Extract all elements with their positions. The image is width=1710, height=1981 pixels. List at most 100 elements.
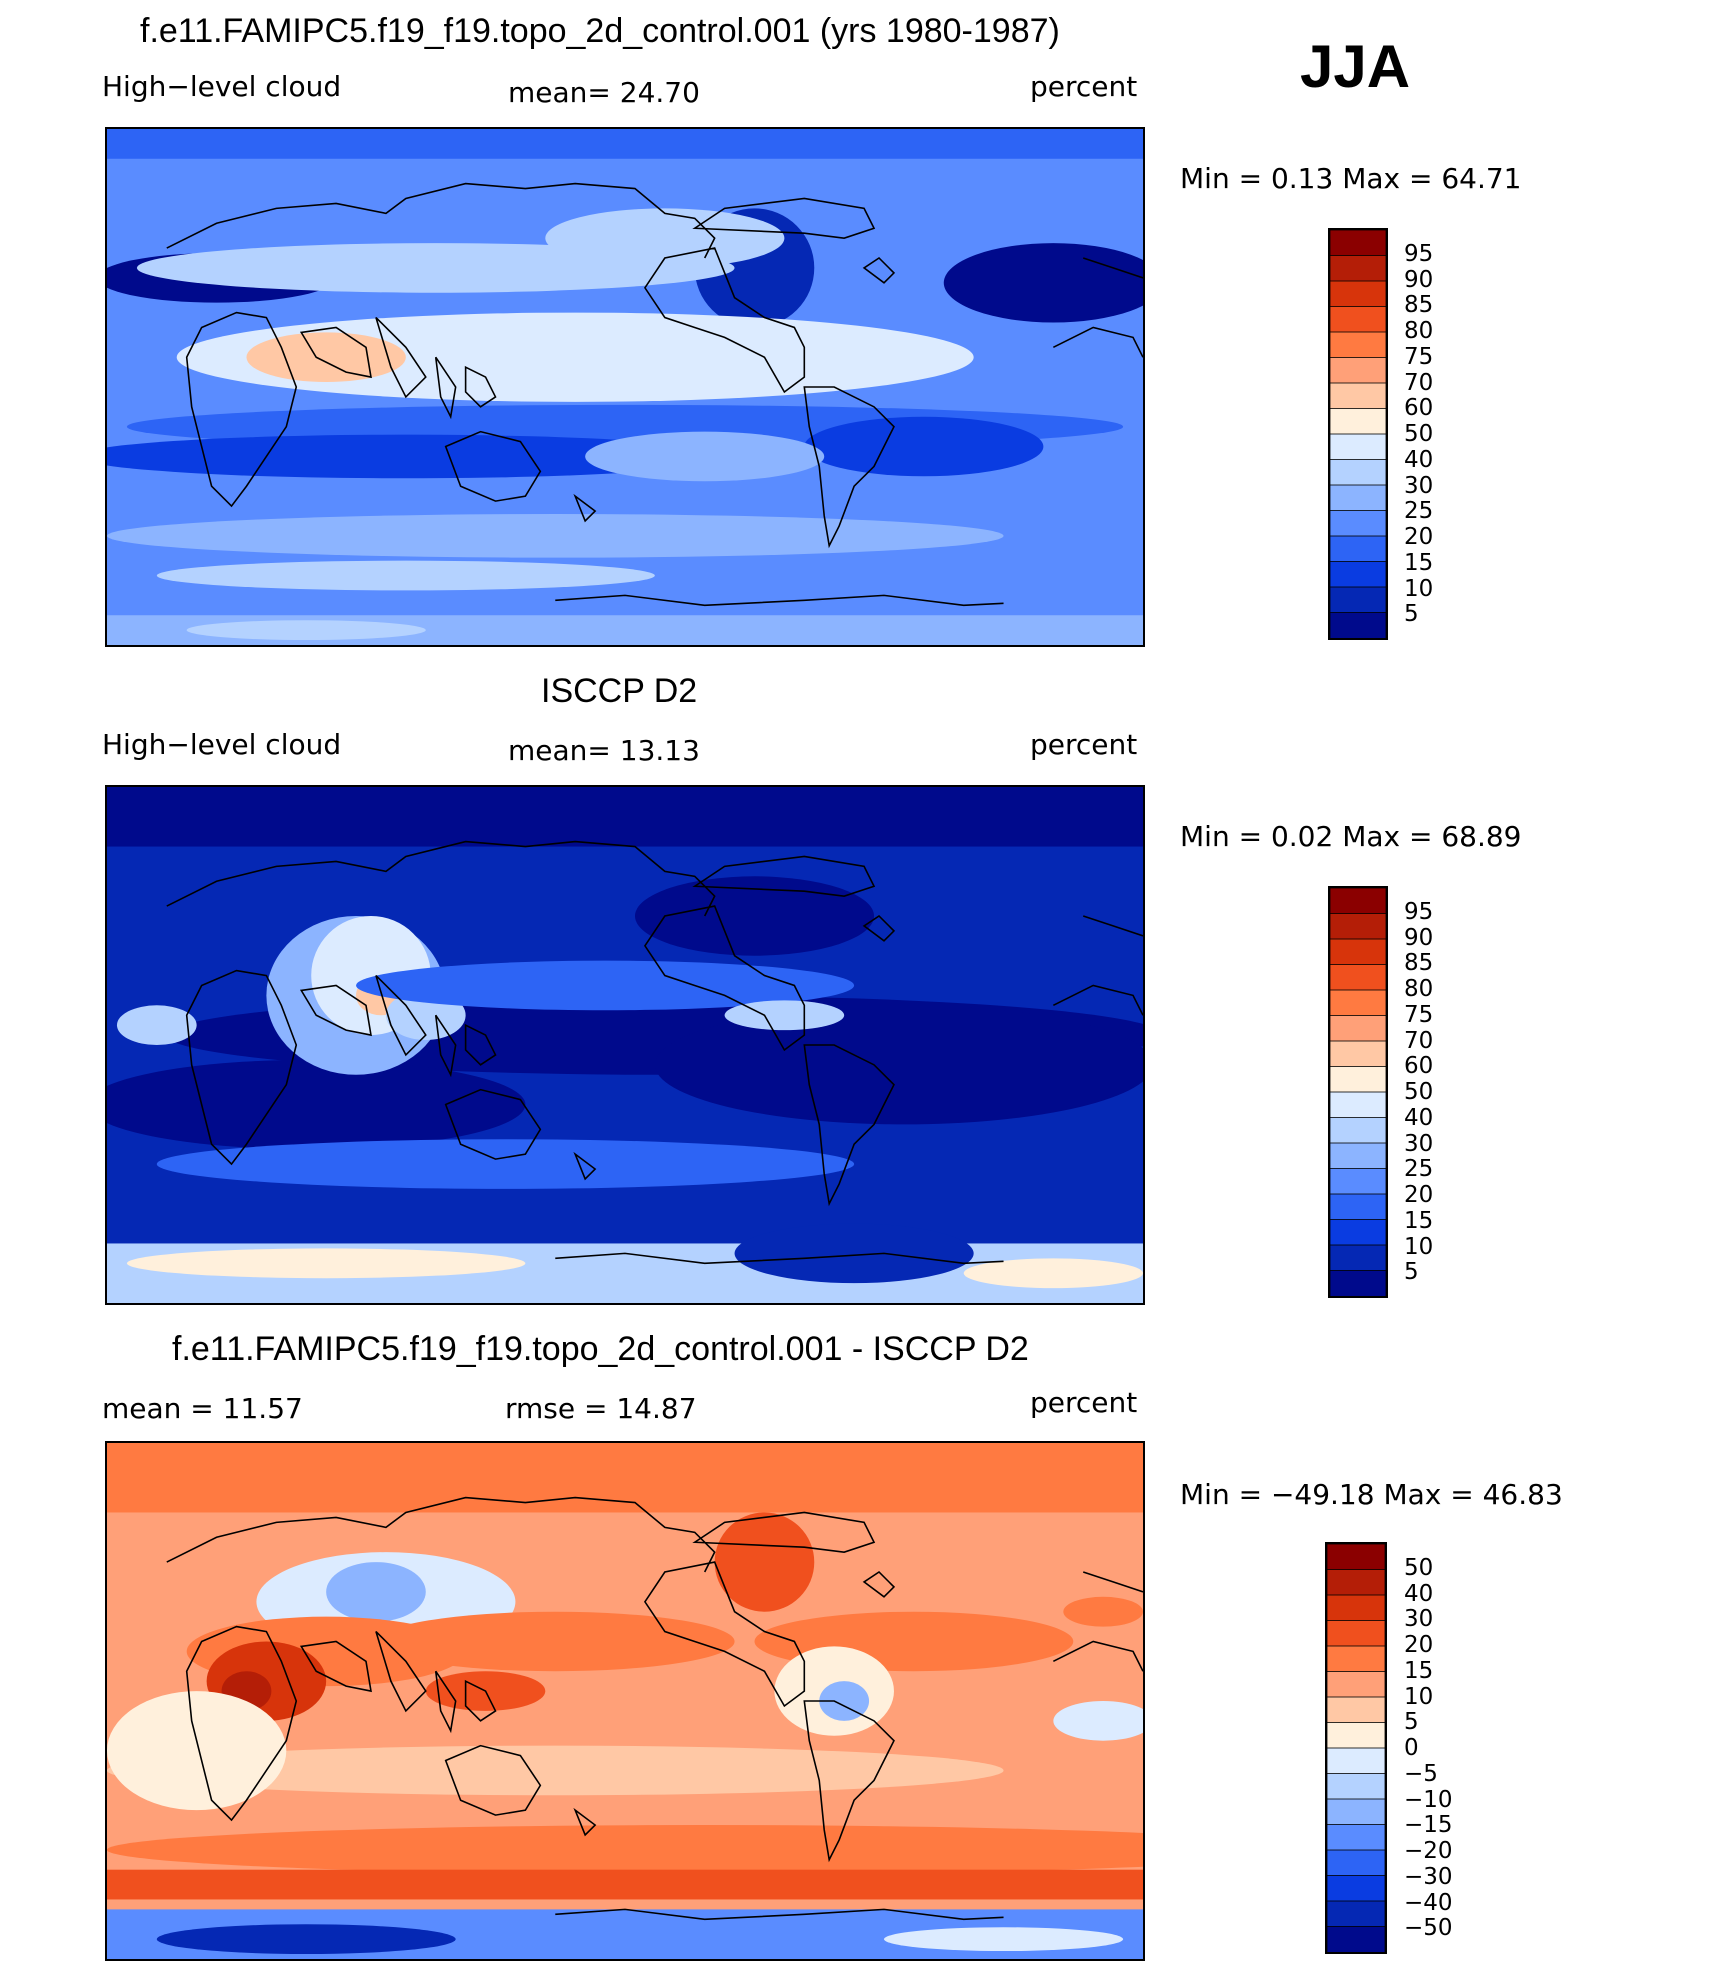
colorbar-swatch bbox=[1327, 1773, 1385, 1800]
colorbar-swatch bbox=[1327, 1926, 1385, 1952]
panel1-colorbar-ticks: 95 90 85 80 75 70 60 50 40 30 25 20 15 10 5 bbox=[1404, 228, 1464, 640]
colorbar-swatch bbox=[1330, 459, 1386, 486]
colorbar-swatch bbox=[1330, 331, 1386, 359]
colorbar-swatch bbox=[1330, 306, 1386, 333]
colorbar-tick-label: 15 bbox=[1404, 1207, 1434, 1234]
colorbar-tick-label: 95 bbox=[1404, 240, 1434, 267]
colorbar-tick-label: 85 bbox=[1404, 292, 1434, 319]
panel2-mean: mean= 13.13 bbox=[508, 734, 700, 767]
panel2-units: percent bbox=[1030, 728, 1138, 761]
colorbar-swatch bbox=[1330, 357, 1386, 384]
colorbar-swatch bbox=[1330, 989, 1386, 1017]
colorbar-swatch bbox=[1327, 1875, 1385, 1902]
colorbar-tick-label: 90 bbox=[1404, 266, 1434, 293]
panel1-mean: mean= 24.70 bbox=[508, 76, 700, 109]
panel3-title: f.e11.FAMIPC5.f19_f19.topo_2d_control.00… bbox=[172, 1330, 1029, 1368]
colorbar-tick-label: −5 bbox=[1404, 1760, 1438, 1787]
colorbar-swatch bbox=[1330, 1244, 1386, 1272]
panel3-colorbar-ticks: 50 40 30 20 15 10 5 0 −5 −10 −15 −20 −30 −40 −50 bbox=[1404, 1542, 1474, 1954]
colorbar-tick-label: 30 bbox=[1404, 472, 1434, 499]
season-label: JJA bbox=[1300, 33, 1411, 100]
colorbar-swatch bbox=[1330, 1142, 1386, 1170]
colorbar-tick-label: −40 bbox=[1404, 1889, 1453, 1916]
colorbar-swatch bbox=[1330, 484, 1386, 512]
colorbar-swatch bbox=[1330, 1270, 1386, 1296]
colorbar-tick-label: 40 bbox=[1404, 446, 1434, 473]
colorbar-swatch bbox=[1327, 1645, 1385, 1673]
colorbar-tick-label: 25 bbox=[1404, 498, 1434, 525]
panel2-minmax: Min = 0.02 Max = 68.89 bbox=[1180, 820, 1522, 853]
colorbar-swatch bbox=[1327, 1671, 1385, 1698]
colorbar-tick-label: 75 bbox=[1404, 1001, 1434, 1028]
colorbar-swatch bbox=[1330, 1040, 1386, 1068]
colorbar-swatch bbox=[1327, 1824, 1385, 1851]
colorbar-swatch bbox=[1330, 1117, 1386, 1144]
colorbar-swatch bbox=[1327, 1594, 1385, 1622]
colorbar-tick-label: 50 bbox=[1404, 421, 1434, 447]
colorbar-swatch bbox=[1327, 1798, 1385, 1826]
colorbar-tick-label: −20 bbox=[1404, 1838, 1453, 1864]
panel1-title: f.e11.FAMIPC5.f19_f19.topo_2d_control.00… bbox=[140, 12, 1060, 50]
colorbar-tick-label: 40 bbox=[1404, 1104, 1434, 1131]
colorbar-swatch bbox=[1330, 1219, 1386, 1246]
colorbar-tick-label: 5 bbox=[1404, 1709, 1419, 1736]
colorbar-swatch bbox=[1330, 586, 1386, 614]
panel1-colorbar bbox=[1328, 228, 1388, 640]
colorbar-swatch bbox=[1327, 1747, 1385, 1775]
colorbar-swatch bbox=[1327, 1849, 1385, 1877]
colorbar-tick-label: −10 bbox=[1404, 1786, 1453, 1813]
colorbar-swatch bbox=[1330, 561, 1386, 588]
panel2-colorbar-ticks: 95 90 85 80 75 70 60 50 40 30 25 20 15 10 5 bbox=[1404, 886, 1464, 1298]
colorbar-swatch bbox=[1330, 938, 1386, 966]
colorbar-tick-label: 50 bbox=[1404, 1079, 1434, 1105]
colorbar-tick-label: 60 bbox=[1404, 395, 1434, 422]
panel3-colorbar bbox=[1325, 1542, 1387, 1954]
panel2-title: ISCCP D2 bbox=[541, 672, 698, 710]
colorbar-swatch bbox=[1327, 1696, 1385, 1724]
colorbar-swatch bbox=[1330, 255, 1386, 282]
colorbar-tick-label: 0 bbox=[1404, 1735, 1419, 1761]
colorbar-swatch bbox=[1330, 612, 1386, 638]
panel2-map bbox=[105, 785, 1145, 1305]
colorbar-tick-label: 40 bbox=[1404, 1580, 1434, 1607]
colorbar-swatch bbox=[1330, 433, 1386, 461]
colorbar-swatch bbox=[1330, 1168, 1386, 1195]
colorbar-tick-label: 70 bbox=[1404, 369, 1434, 396]
colorbar-swatch bbox=[1330, 1066, 1386, 1093]
colorbar-swatch bbox=[1330, 535, 1386, 563]
colorbar-tick-label: 15 bbox=[1404, 549, 1434, 576]
colorbar-swatch bbox=[1327, 1900, 1385, 1928]
colorbar-tick-label: 80 bbox=[1404, 976, 1434, 1002]
panel1-units: percent bbox=[1030, 70, 1138, 103]
colorbar-tick-label: 20 bbox=[1404, 524, 1434, 550]
colorbar-tick-label: 60 bbox=[1404, 1053, 1434, 1080]
colorbar-tick-label: 30 bbox=[1404, 1606, 1434, 1633]
colorbar-tick-label: 5 bbox=[1404, 601, 1419, 628]
colorbar-swatch bbox=[1330, 1091, 1386, 1119]
panel3-units: percent bbox=[1030, 1386, 1138, 1419]
colorbar-tick-label: 95 bbox=[1404, 898, 1434, 925]
colorbar-tick-label: 5 bbox=[1404, 1259, 1419, 1286]
panel1-minmax: Min = 0.13 Max = 64.71 bbox=[1180, 162, 1522, 195]
colorbar-tick-label: 10 bbox=[1404, 1683, 1434, 1710]
panel3-mean: mean = 11.57 bbox=[102, 1392, 303, 1425]
colorbar-swatch bbox=[1330, 913, 1386, 940]
colorbar-swatch bbox=[1330, 1015, 1386, 1042]
colorbar-swatch bbox=[1330, 888, 1386, 915]
colorbar-tick-label: 30 bbox=[1404, 1130, 1434, 1157]
panel1-colorbar-swatches bbox=[1330, 230, 1386, 638]
panel2-variable: High−level cloud bbox=[102, 728, 342, 761]
panel1-variable: High−level cloud bbox=[102, 70, 342, 103]
panel2-colorbar bbox=[1328, 886, 1388, 1298]
colorbar-swatch bbox=[1330, 280, 1386, 308]
colorbar-tick-label: −30 bbox=[1404, 1863, 1453, 1890]
colorbar-tick-label: 50 bbox=[1404, 1554, 1434, 1581]
colorbar-swatch bbox=[1327, 1620, 1385, 1647]
colorbar-swatch bbox=[1330, 964, 1386, 991]
coastlines bbox=[166, 840, 1143, 1265]
coastlines bbox=[166, 1496, 1143, 1921]
panel3-rmse: rmse = 14.87 bbox=[505, 1392, 697, 1425]
colorbar-tick-label: 90 bbox=[1404, 924, 1434, 951]
colorbar-swatch bbox=[1327, 1569, 1385, 1596]
panel3-minmax: Min = −49.18 Max = 46.83 bbox=[1180, 1478, 1563, 1511]
